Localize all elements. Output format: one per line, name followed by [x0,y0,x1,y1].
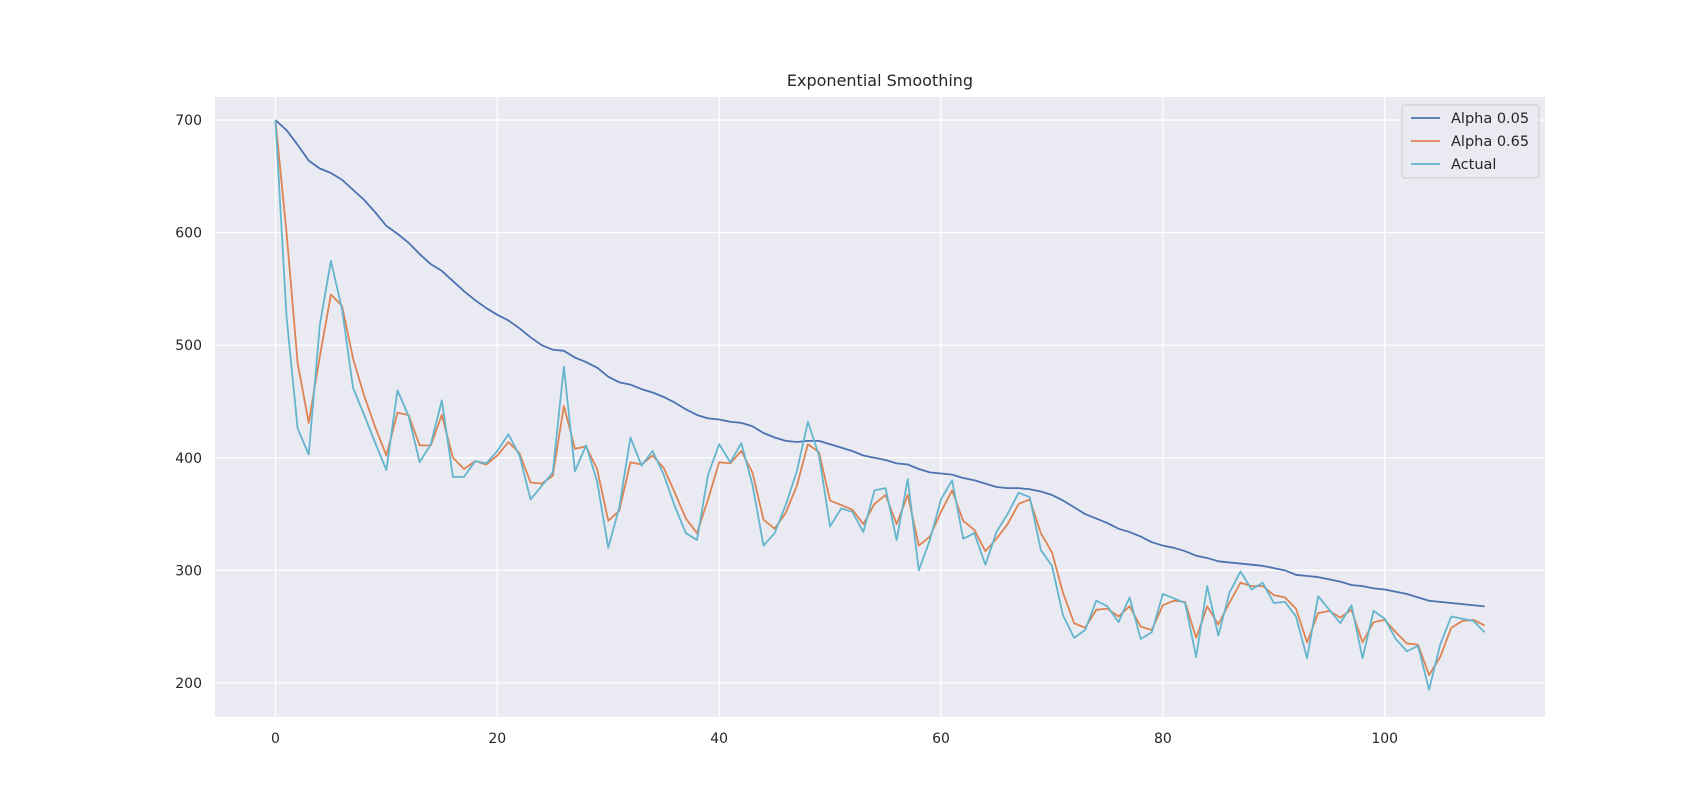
legend-label-alpha-0-65: Alpha 0.65 [1451,134,1529,150]
x-tick-label: 0 [271,731,280,747]
legend-box [1401,104,1540,179]
series-line-alpha-0-05 [274,119,1485,608]
x-tick-label: 40 [710,731,728,747]
legend-label-alpha-0-05: Alpha 0.05 [1451,111,1529,127]
y-tick-label: 300 [175,563,202,579]
series-lines [274,119,1486,691]
y-tick-label: 400 [175,451,202,467]
y-axis-ticks: 200 300 400 500 600 700 [175,113,202,692]
y-tick-label: 500 [175,338,202,354]
plot-background [215,97,1545,717]
x-tick-label: 20 [488,731,506,747]
x-axis-ticks: 0 20 40 60 80 100 [271,731,1398,747]
y-tick-label: 700 [175,113,202,129]
legend-label-actual: Actual [1451,157,1496,173]
y-tick-label: 200 [175,676,202,692]
legend: Alpha 0.05 Alpha 0.65 Actual [1401,104,1540,179]
x-tick-label: 100 [1371,731,1398,747]
x-tick-label: 60 [932,731,950,747]
series-line-actual [274,120,1486,691]
x-tick-label: 80 [1154,731,1172,747]
y-tick-label: 600 [175,226,202,242]
chart-title: Exponential Smoothing [787,71,973,90]
grid-lines [215,97,1545,717]
